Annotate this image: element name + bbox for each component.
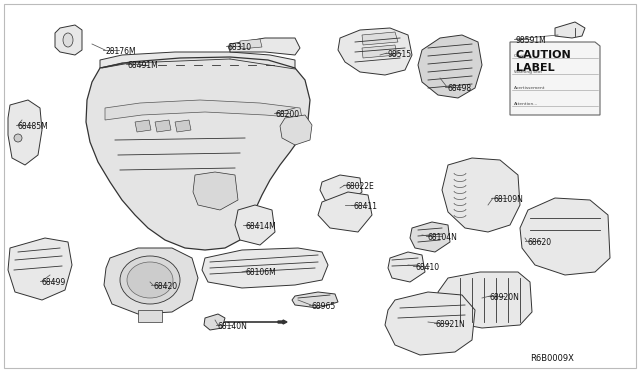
Text: 98515: 98515 [387,50,411,59]
Text: 68485M: 68485M [18,122,49,131]
Text: Avertissement: Avertissement [514,86,545,90]
Polygon shape [55,25,82,55]
Polygon shape [388,252,425,282]
Polygon shape [385,292,475,355]
Polygon shape [240,39,262,49]
Polygon shape [418,35,482,98]
Polygon shape [338,28,412,75]
Text: 68104N: 68104N [428,233,458,242]
Text: 68140N: 68140N [218,322,248,331]
Text: Warning text: Warning text [514,70,542,74]
Text: 68965: 68965 [311,302,335,311]
Text: 68414M: 68414M [245,222,276,231]
Text: 28176M: 28176M [105,47,136,56]
Polygon shape [135,120,151,132]
Polygon shape [520,198,610,275]
Polygon shape [318,192,372,232]
Text: CAUTION: CAUTION [516,50,572,60]
Text: Caution...: Caution... [514,54,535,58]
FancyArrow shape [278,320,287,324]
Text: 68200: 68200 [276,110,300,119]
Text: 68106M: 68106M [246,268,276,277]
Text: 68420: 68420 [153,282,177,291]
Polygon shape [155,120,171,132]
Polygon shape [105,100,302,120]
Text: Attention...: Attention... [514,102,538,106]
Text: 68498: 68498 [447,84,471,93]
Polygon shape [362,45,397,58]
Polygon shape [175,120,191,132]
Text: R6B0009X: R6B0009X [530,354,574,363]
Polygon shape [193,172,238,210]
Text: 68410: 68410 [415,263,439,272]
Polygon shape [104,248,198,314]
Circle shape [14,134,22,142]
Polygon shape [320,175,362,205]
Polygon shape [202,248,328,288]
Polygon shape [510,42,600,115]
Ellipse shape [63,33,73,47]
Text: 68921N: 68921N [436,320,466,329]
Polygon shape [362,32,398,45]
Polygon shape [8,238,72,300]
Text: 68499: 68499 [42,278,67,287]
Polygon shape [292,292,338,308]
Ellipse shape [120,256,180,304]
Text: 68022E: 68022E [345,182,374,191]
Polygon shape [8,100,42,165]
Polygon shape [204,314,225,330]
Polygon shape [138,310,162,322]
Polygon shape [410,222,450,252]
Ellipse shape [127,262,173,298]
Bar [512,59,598,74]
Text: 68411: 68411 [353,202,377,211]
Bar [512,75,598,90]
Text: 68109N: 68109N [493,195,523,204]
Polygon shape [86,57,310,250]
Polygon shape [230,38,300,55]
Text: 98591M: 98591M [516,36,547,45]
Text: 68491M: 68491M [128,61,159,70]
Polygon shape [555,22,585,38]
Polygon shape [280,115,312,145]
Polygon shape [442,158,520,232]
Text: LABEL: LABEL [516,63,555,73]
Bar [512,91,598,106]
Polygon shape [235,205,275,245]
Text: 68310: 68310 [228,43,252,52]
Polygon shape [438,272,532,328]
Polygon shape [100,52,295,68]
Bar [512,43,598,58]
Text: 68620: 68620 [527,238,551,247]
Text: 68920N: 68920N [490,293,520,302]
